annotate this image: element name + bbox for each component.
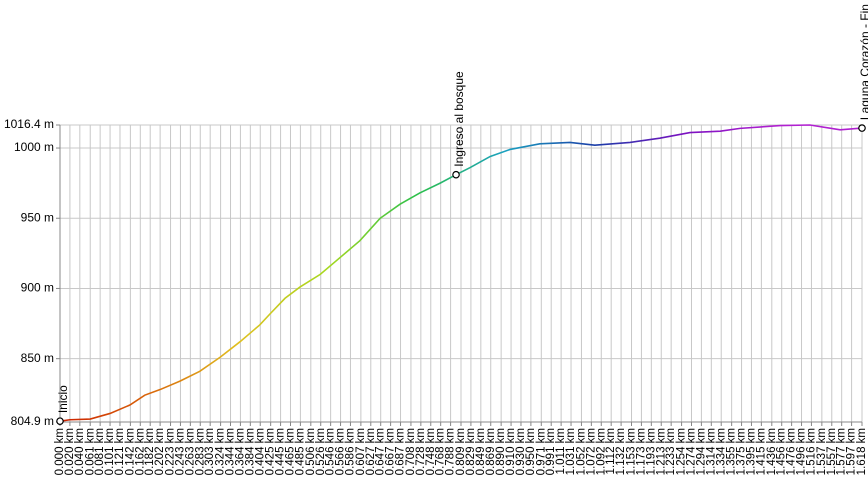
waypoint-label: Laguna Corazón - Fin xyxy=(858,4,868,120)
x-tick-label: 1.052 km xyxy=(575,428,587,475)
x-tick-label: 0.101 km xyxy=(104,428,116,475)
x-tick-label: 0.991 km xyxy=(545,428,557,475)
x-tick-label: 0.586 km xyxy=(344,428,356,475)
x-tick-label: 0.687 km xyxy=(395,428,407,475)
x-tick-label: 0.081 km xyxy=(94,428,106,475)
x-tick-label: 1.132 km xyxy=(615,428,627,475)
x-tick-label: 1.294 km xyxy=(695,428,707,475)
x-tick-label: 0.283 km xyxy=(194,428,206,475)
x-tick-label: 0.546 km xyxy=(325,428,337,475)
x-tick-label: 0.223 km xyxy=(165,428,177,475)
x-tick-label: 0.971 km xyxy=(535,428,547,475)
x-tick-label: 0.303 km xyxy=(204,428,216,475)
elevation-line xyxy=(59,124,863,422)
x-tick-label: 1.456 km xyxy=(776,428,788,475)
x-tick-label: 0.607 km xyxy=(355,428,367,475)
x-tick-label: 0.506 km xyxy=(305,428,317,475)
y-tick-label: 850 m xyxy=(21,351,54,365)
x-tick-label: 0.627 km xyxy=(365,428,377,475)
x-tick-label: 0.930 km xyxy=(515,428,527,475)
x-tick-label: 1.011 km xyxy=(555,428,567,474)
x-tick-label: 0.243 km xyxy=(174,428,186,475)
x-tick-label: 0.324 km xyxy=(215,428,227,475)
waypoint-label: Inicio xyxy=(56,385,70,413)
x-tick-label: 1.173 km xyxy=(635,428,647,475)
x-tick-label: 1.415 km xyxy=(755,428,767,475)
x-tick-label: 1.254 km xyxy=(676,428,688,475)
x-tick-label: 0.445 km xyxy=(275,428,287,475)
x-tick-label: 0.667 km xyxy=(385,428,397,475)
x-tick-label: 0.708 km xyxy=(405,428,417,475)
waypoint-label: Ingreso al bosque xyxy=(452,71,466,167)
x-tick-label: 0.000 km xyxy=(54,428,66,475)
x-tick-label: 1.375 km xyxy=(736,428,748,475)
y-tick-label: 950 m xyxy=(21,210,54,224)
x-tick-label: 0.263 km xyxy=(184,428,196,475)
x-tick-label: 1.496 km xyxy=(796,428,808,475)
x-tick-label: 0.526 km xyxy=(315,428,327,475)
x-tick-label: 1.334 km xyxy=(715,428,727,475)
y-tick-label: 900 m xyxy=(21,281,54,295)
x-tick-label: 1.193 km xyxy=(645,428,657,475)
x-tick-label: 0.425 km xyxy=(265,428,277,475)
x-tick-label: 0.384 km xyxy=(244,428,256,475)
x-tick-label: 0.485 km xyxy=(294,428,306,475)
y-tick-label: 1000 m xyxy=(14,140,54,154)
x-tick-label: 0.950 km xyxy=(525,428,537,475)
waypoint-marker xyxy=(452,170,460,179)
x-tick-label: 1.072 km xyxy=(585,428,597,475)
x-tick-label: 1.395 km xyxy=(745,428,757,475)
x-tick-label: 0.890 km xyxy=(495,428,507,475)
x-tick-label: 1.537 km xyxy=(816,428,828,475)
y-tick-label: 1016.4 m xyxy=(4,117,54,131)
x-tick-label: 0.788 km xyxy=(445,428,457,475)
x-tick-label: 1.092 km xyxy=(595,428,607,475)
x-tick-label: 0.344 km xyxy=(225,428,237,475)
x-tick-label: 0.728 km xyxy=(415,428,427,475)
x-tick-label: 0.121 km xyxy=(114,428,126,475)
x-tick-label: 0.566 km xyxy=(335,428,347,475)
x-tick-label: 1.274 km xyxy=(686,428,698,475)
x-tick-label: 1.597 km xyxy=(846,428,858,475)
x-tick-label: 0.182 km xyxy=(144,428,156,475)
x-tick-label: 0.404 km xyxy=(254,428,266,475)
x-tick-label: 0.748 km xyxy=(425,428,437,475)
x-tick-label: 1.476 km xyxy=(786,428,798,475)
x-tick-label: 1.213 km xyxy=(655,428,667,475)
waypoint-marker xyxy=(858,124,866,132)
x-tick-label: 1.577 km xyxy=(836,428,848,475)
waypoint-marker xyxy=(56,417,64,425)
x-tick-label: 0.910 km xyxy=(505,428,517,475)
x-tick-label: 0.849 km xyxy=(475,428,487,475)
x-tick-label: 1.153 km xyxy=(626,428,638,475)
x-tick-label: 0.142 km xyxy=(124,428,136,475)
x-tick-label: 0.465 km xyxy=(285,428,297,475)
x-tick-label: 0.647 km xyxy=(375,428,387,475)
x-tick-label: 0.869 km xyxy=(485,428,497,475)
x-tick-label: 0.040 km xyxy=(74,428,86,475)
x-tick-label: 0.061 km xyxy=(84,428,96,475)
x-tick-label: 0.162 km xyxy=(134,428,146,475)
x-tick-label: 1.355 km xyxy=(726,428,738,475)
x-tick-label: 1.112 km xyxy=(605,428,617,474)
x-tick-label: 0.829 km xyxy=(465,428,477,475)
x-tick-label: 1.314 km xyxy=(705,428,717,475)
x-tick-label: 0.202 km xyxy=(154,428,166,475)
x-tick-label: 0.020 km xyxy=(64,428,76,475)
x-tick-label: 0.768 km xyxy=(435,428,447,475)
x-tick-label: 0.809 km xyxy=(455,428,467,475)
x-tick-label: 1.618 km xyxy=(856,428,868,475)
y-tick-label: 804.9 m xyxy=(11,414,54,428)
x-tick-label: 1.031 km xyxy=(565,428,577,475)
x-tick-label: 0.364 km xyxy=(234,428,246,475)
x-tick-label: 1.233 km xyxy=(665,428,677,475)
x-tick-label: 1.436 km xyxy=(766,428,778,475)
x-tick-label: 1.516 km xyxy=(805,428,817,475)
x-tick-label: 1.557 km xyxy=(826,428,838,475)
